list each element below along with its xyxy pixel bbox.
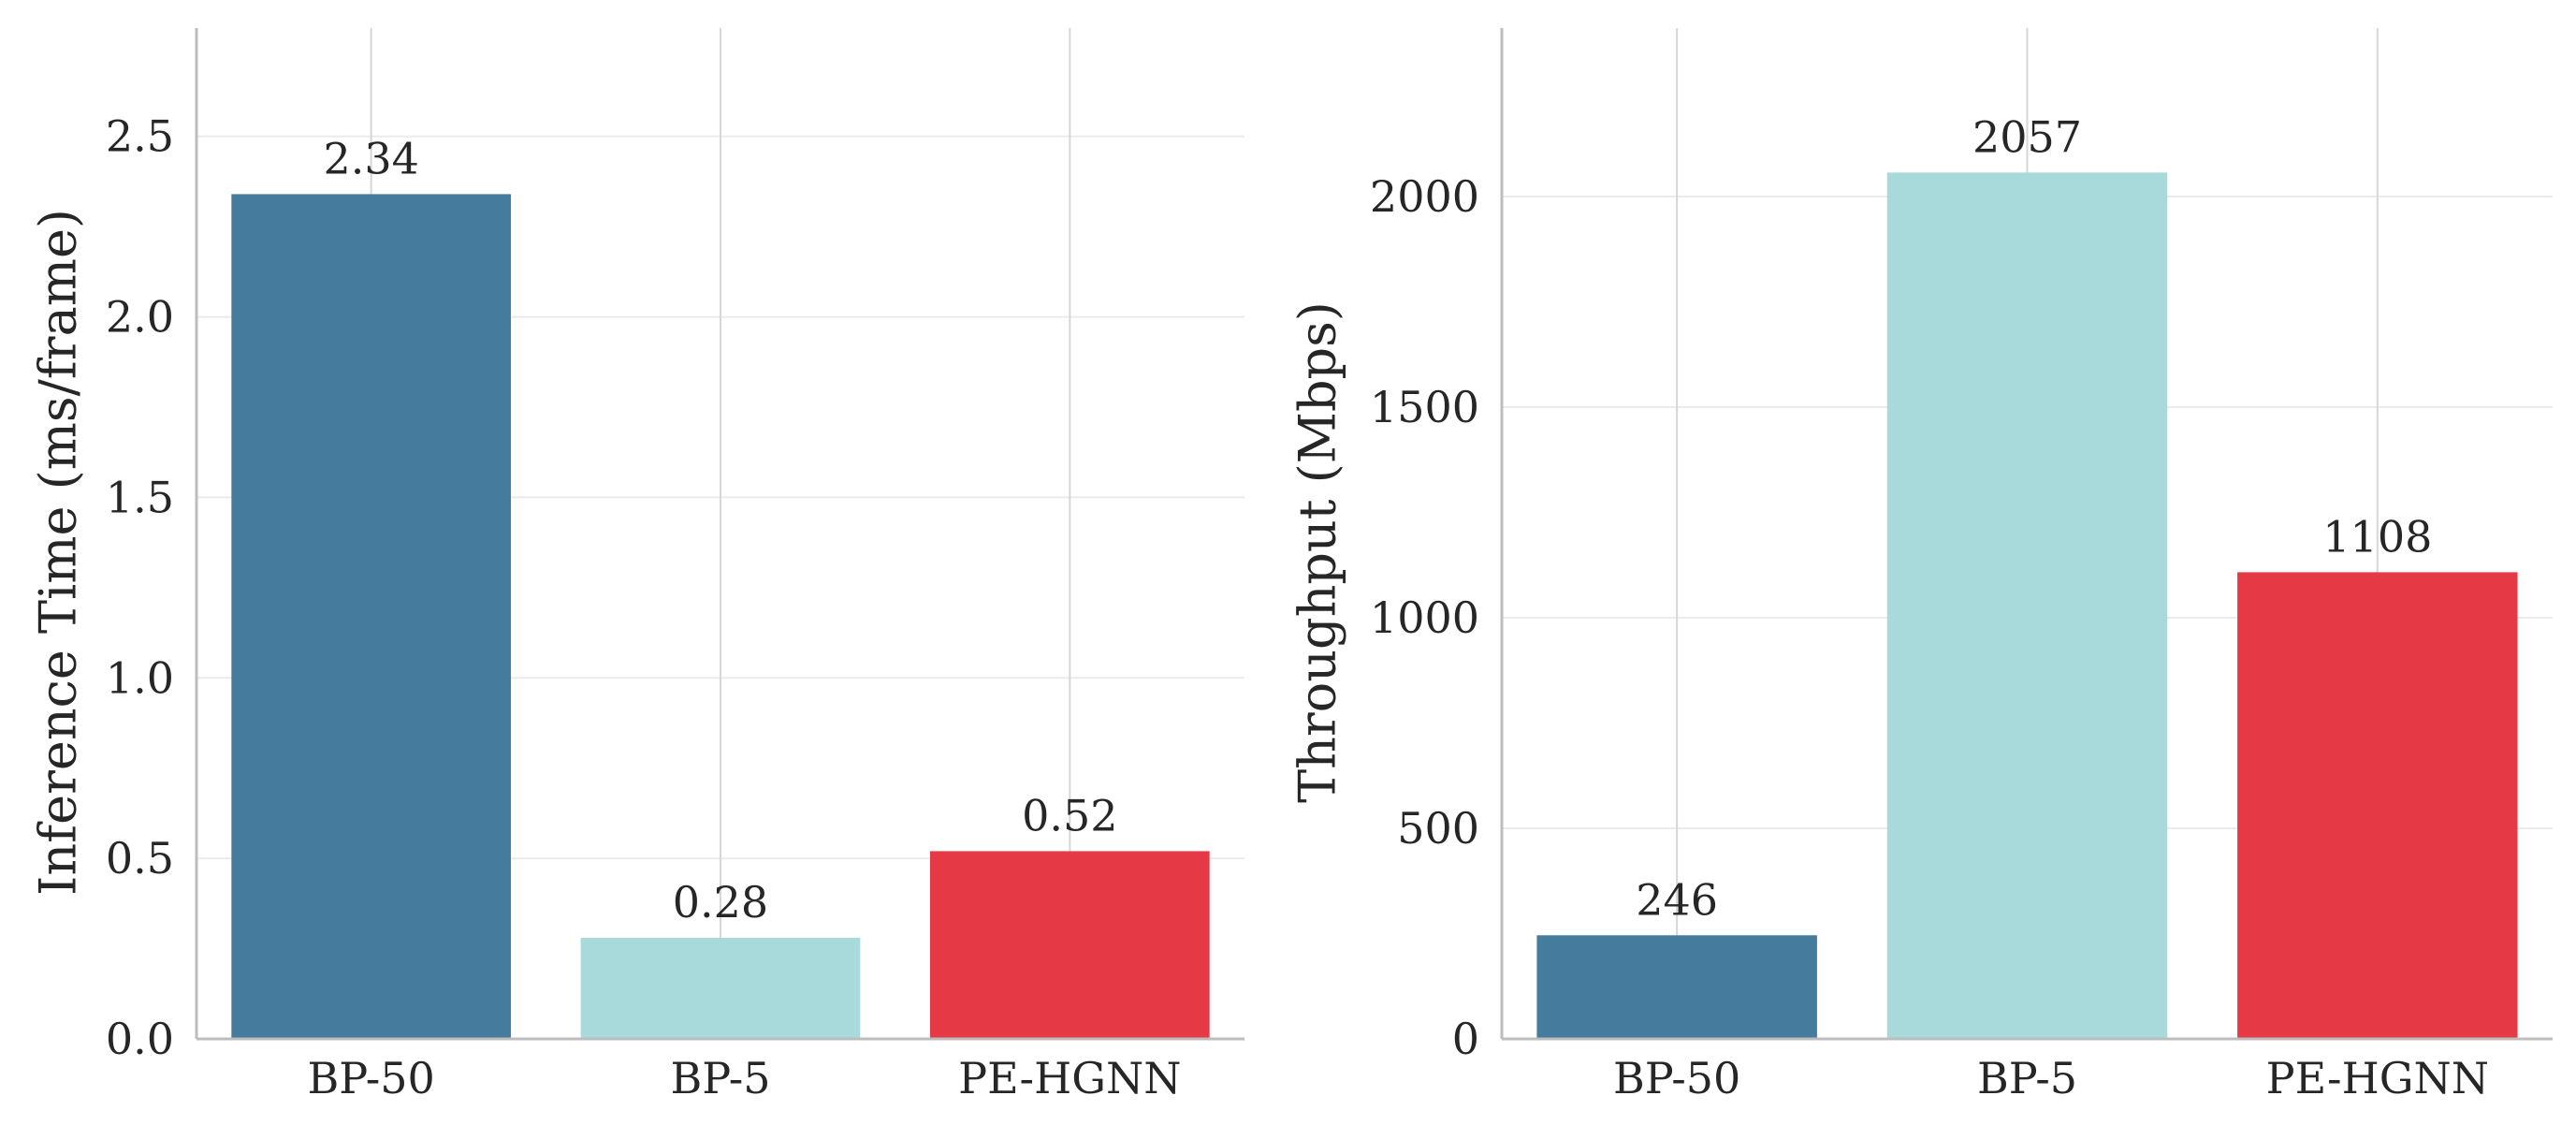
inference-time-chart: 2.34 0.28 0.52 0.0 0.5 1.0 1.5 2.0 2.5 BP-50 BP-5 P… [29,28,1244,1103]
x-tick-label: PE-HGNN [2266,1053,2489,1103]
bar-bp-5 [580,938,861,1039]
y-tick-label: 1500 [1370,382,1479,432]
x-tick-label: BP-5 [1977,1053,2077,1103]
y-tick-label: 1.5 [106,472,174,522]
y-tick-label: 1.0 [106,652,174,703]
y-tick-label: 1000 [1370,592,1479,643]
y-axis-label: Throughput (Mbps) [1288,301,1347,803]
y-tick-label: 2.0 [106,292,174,343]
x-tick-label: PE-HGNN [958,1053,1181,1103]
data-label: 0.52 [1022,790,1117,840]
x-tick-label: BP-5 [670,1053,770,1103]
y-tick-label: 0 [1452,1014,1479,1064]
bar-bp-5 [1886,172,2168,1040]
bar-pe-hgnn [930,851,1210,1039]
x-tick-label: BP-50 [308,1053,435,1103]
data-label: 1108 [2322,511,2432,562]
data-label: 246 [1636,874,1718,925]
bar-bp-50 [1536,935,1817,1039]
y-tick-label: 0.5 [106,833,174,884]
y-tick-label: 2000 [1370,171,1479,222]
y-tick-label: 500 [1397,803,1479,854]
data-label: 2.34 [323,133,418,183]
throughput-chart: 246 2057 1108 0 500 1000 1500 2000 BP-50 BP-5 PE-H… [1288,28,2553,1103]
bar-bp-50 [231,194,512,1039]
y-tick-label: 2.5 [106,111,174,162]
y-tick-label: 0.0 [106,1014,174,1064]
x-tick-label: BP-50 [1613,1053,1740,1103]
bar-pe-hgnn [2237,572,2518,1039]
data-label: 0.28 [673,877,768,928]
y-axis-label: Inference Time (ms/frame) [29,209,88,896]
data-label: 2057 [1972,111,2082,162]
